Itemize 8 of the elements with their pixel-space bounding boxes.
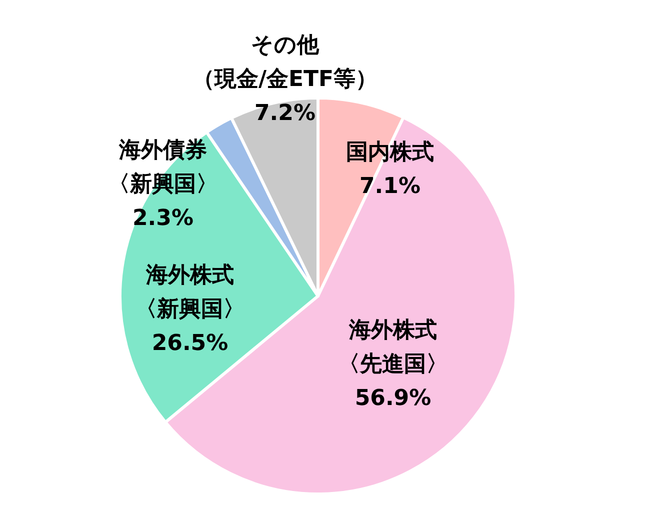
data-label: 56.9% (354, 385, 432, 413)
slice-label: 海外株式〈新興国〉 (134, 262, 246, 324)
slice-label: その他（現金/金ETF等） (191, 32, 379, 94)
data-label: 7.1% (358, 173, 422, 201)
slice-label: 海外株式〈先進国〉 (337, 317, 449, 379)
slice-label: 国内株式 (345, 139, 435, 167)
data-label: 7.2% (253, 100, 316, 128)
data-label: 26.5% (150, 330, 230, 358)
